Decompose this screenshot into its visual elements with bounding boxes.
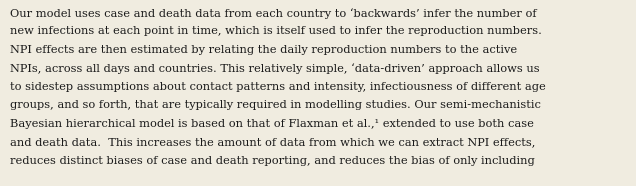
Text: new infections at each point in time, which is itself used to infer the reproduc: new infections at each point in time, wh… xyxy=(10,26,541,36)
Text: and death data.  This increases the amount of data from which we can extract NPI: and death data. This increases the amoun… xyxy=(10,137,535,147)
Text: Our model uses case and death data from each country to ‘backwards’ infer the nu: Our model uses case and death data from … xyxy=(10,8,536,19)
Text: Bayesian hierarchical model is based on that of Flaxman et al.,¹ extended to use: Bayesian hierarchical model is based on … xyxy=(10,119,534,129)
Text: groups, and so forth, that are typically required in modelling studies. Our semi: groups, and so forth, that are typically… xyxy=(10,100,541,110)
Text: to sidestep assumptions about contact patterns and intensity, infectiousness of : to sidestep assumptions about contact pa… xyxy=(10,82,545,92)
Text: NPIs, across all days and countries. This relatively simple, ‘data-driven’ appro: NPIs, across all days and countries. Thi… xyxy=(10,63,539,74)
Text: reduces distinct biases of case and death reporting, and reduces the bias of onl: reduces distinct biases of case and deat… xyxy=(10,156,534,166)
Text: NPI effects are then estimated by relating the daily reproduction numbers to the: NPI effects are then estimated by relati… xyxy=(10,45,516,55)
